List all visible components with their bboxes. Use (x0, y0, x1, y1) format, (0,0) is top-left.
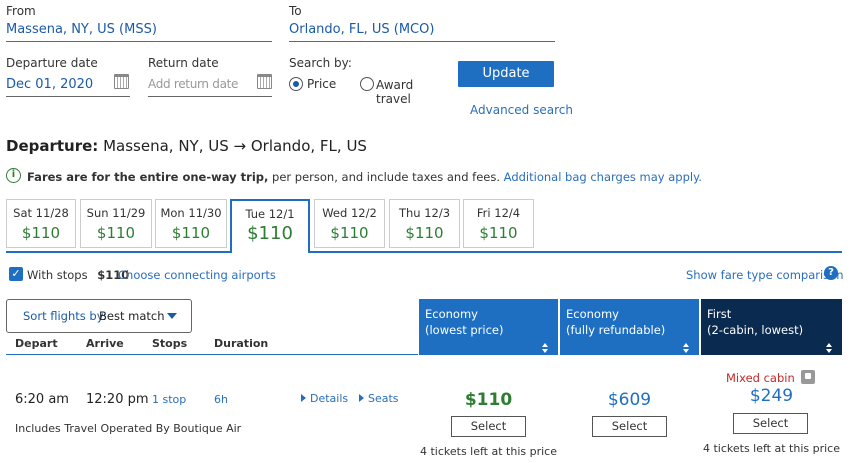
date-tab-day: Mon 11/30 (160, 206, 222, 220)
advanced-search-link[interactable]: Advanced search (470, 103, 573, 117)
calendar-icon[interactable] (257, 74, 272, 89)
seats-link[interactable]: Seats (359, 392, 399, 405)
col-first-title: First (707, 307, 732, 321)
tickets-left-economy: 4 tickets left at this price (419, 445, 557, 458)
flight-duration: 6h (214, 393, 228, 406)
from-field[interactable]: Massena, NY, US (MSS) (6, 22, 272, 42)
search-by-label: Search by: (289, 56, 352, 70)
date-tab-thu[interactable]: Thu 12/3 $110 (389, 199, 460, 248)
fare-economy-refundable-price: $609 (607, 390, 652, 410)
sort-value: Best match (99, 309, 165, 323)
header-rule (6, 354, 418, 355)
info-icon: i (6, 168, 21, 183)
help-icon[interactable]: ? (824, 266, 838, 280)
departure-heading: Departure: Massena, NY, US → Orlando, FL… (6, 137, 367, 155)
col-economy-lowest-title: Economy (425, 307, 478, 321)
departure-heading-label: Departure: (6, 137, 99, 155)
col-economy-lowest-sub: (lowest price) (425, 323, 504, 337)
date-tab-price: $110 (96, 224, 136, 242)
details-label: Details (310, 392, 349, 405)
col-first-sub: (2-cabin, lowest) (707, 323, 804, 337)
col-economy-refundable-sub: (fully refundable) (566, 323, 666, 337)
award-travel-label-1: Award (376, 78, 414, 92)
select-economy-refundable-button[interactable]: Select (592, 416, 667, 437)
with-stops-price: $110 (97, 268, 130, 282)
fare-economy-lowest-price: $110 (464, 390, 513, 410)
from-label: From (6, 4, 36, 18)
to-value: Orlando, FL, US (MCO) (289, 22, 435, 37)
col-economy-lowest[interactable]: Economy (lowest price) (419, 299, 558, 355)
tickets-left-first: 4 tickets left at this price (702, 442, 840, 455)
tab-underline-left (6, 251, 230, 253)
from-value: Massena, NY, US (MSS) (6, 22, 157, 37)
col-depart: Depart (15, 337, 58, 350)
flight-arrive-time: 12:20 pm (86, 392, 149, 407)
departure-date-label: Departure date (6, 56, 98, 70)
date-tab-price: $110 (247, 223, 293, 244)
award-travel-radio[interactable] (360, 77, 374, 91)
date-tab-price: $110 (21, 224, 61, 242)
award-travel-label-2: travel (376, 92, 411, 106)
flight-stops-link[interactable]: 1 stop (152, 393, 187, 406)
col-economy-refundable[interactable]: Economy (fully refundable) (560, 299, 699, 355)
caret-right-icon (359, 394, 364, 402)
fare-comparison-link[interactable]: Show fare type comparison (686, 268, 844, 282)
to-field[interactable]: Orlando, FL, US (MCO) (289, 22, 555, 42)
date-tab-day: Tue 12/1 (245, 207, 295, 221)
connecting-airports-link[interactable]: Choose connecting airports (118, 268, 276, 282)
seats-label: Seats (368, 392, 399, 405)
col-first[interactable]: First (2-cabin, lowest) (701, 299, 842, 355)
caret-right-icon (301, 394, 306, 402)
departure-date-value: Dec 01, 2020 (6, 77, 94, 92)
details-link[interactable]: Details (301, 392, 348, 405)
price-radio-label: Price (307, 77, 337, 91)
sort-label: Sort flights by: (23, 309, 107, 323)
col-stops: Stops (152, 337, 188, 350)
bag-charges-link[interactable]: Additional bag charges may apply. (503, 170, 702, 184)
departure-heading-route: Massena, NY, US → Orlando, FL, US (103, 137, 367, 155)
date-tab-price: $110 (405, 224, 444, 242)
departure-date-field[interactable]: Dec 01, 2020 (6, 77, 130, 97)
date-tab-wed[interactable]: Wed 12/2 $110 (314, 199, 385, 248)
col-duration: Duration (214, 337, 269, 350)
date-tab-price: $110 (171, 224, 211, 242)
update-button[interactable]: Update (458, 61, 554, 87)
date-tab-sun[interactable]: Sun 11/29 $110 (80, 199, 152, 248)
fares-note: Fares are for the entire one-way trip, p… (27, 170, 702, 184)
date-tab-day: Thu 12/3 (398, 206, 451, 220)
calendar-icon[interactable] (114, 74, 129, 89)
return-date-field[interactable]: Add return date (148, 77, 272, 97)
fares-note-rest: per person, and include taxes and fees. (268, 170, 500, 184)
price-radio[interactable] (289, 77, 303, 91)
date-tab-day: Wed 12/2 (322, 206, 377, 220)
date-tab-tue[interactable]: Tue 12/1 $110 (230, 199, 310, 253)
date-tab-day: Sun 11/29 (86, 206, 146, 220)
chevron-down-icon (167, 313, 177, 319)
col-economy-refundable-title: Economy (566, 307, 619, 321)
tab-underline-right (310, 251, 842, 253)
date-tab-day: Sat 11/28 (13, 206, 69, 220)
date-tab-mon[interactable]: Mon 11/30 $110 (155, 199, 227, 248)
fare-first-price: $249 (749, 386, 794, 406)
select-economy-lowest-button[interactable]: Select (451, 416, 526, 437)
fares-note-bold: Fares are for the entire one-way trip, (27, 170, 269, 184)
date-tab-price: $110 (479, 224, 518, 242)
with-stops-label: With stops (27, 268, 88, 282)
col-arrive: Arrive (86, 337, 124, 350)
date-tab-day: Fri 12/4 (476, 206, 521, 220)
flight-depart-time: 6:20 am (15, 392, 69, 407)
mixed-cabin-label: Mixed cabin (726, 371, 795, 385)
return-date-placeholder: Add return date (148, 77, 239, 91)
sort-dropdown[interactable]: Sort flights by: Best match (6, 299, 192, 333)
date-tab-price: $110 (330, 224, 369, 242)
with-stops-filter: With stops $110 (27, 268, 129, 282)
date-tab-sat[interactable]: Sat 11/28 $110 (6, 199, 76, 248)
date-tab-fri[interactable]: Fri 12/4 $110 (463, 199, 534, 248)
seat-icon (801, 370, 815, 384)
return-date-label: Return date (148, 56, 219, 70)
operated-by-note: Includes Travel Operated By Boutique Air (15, 422, 242, 435)
with-stops-checkbox[interactable]: ✓ (9, 267, 23, 281)
select-first-button[interactable]: Select (733, 413, 808, 434)
to-label: To (289, 4, 302, 18)
